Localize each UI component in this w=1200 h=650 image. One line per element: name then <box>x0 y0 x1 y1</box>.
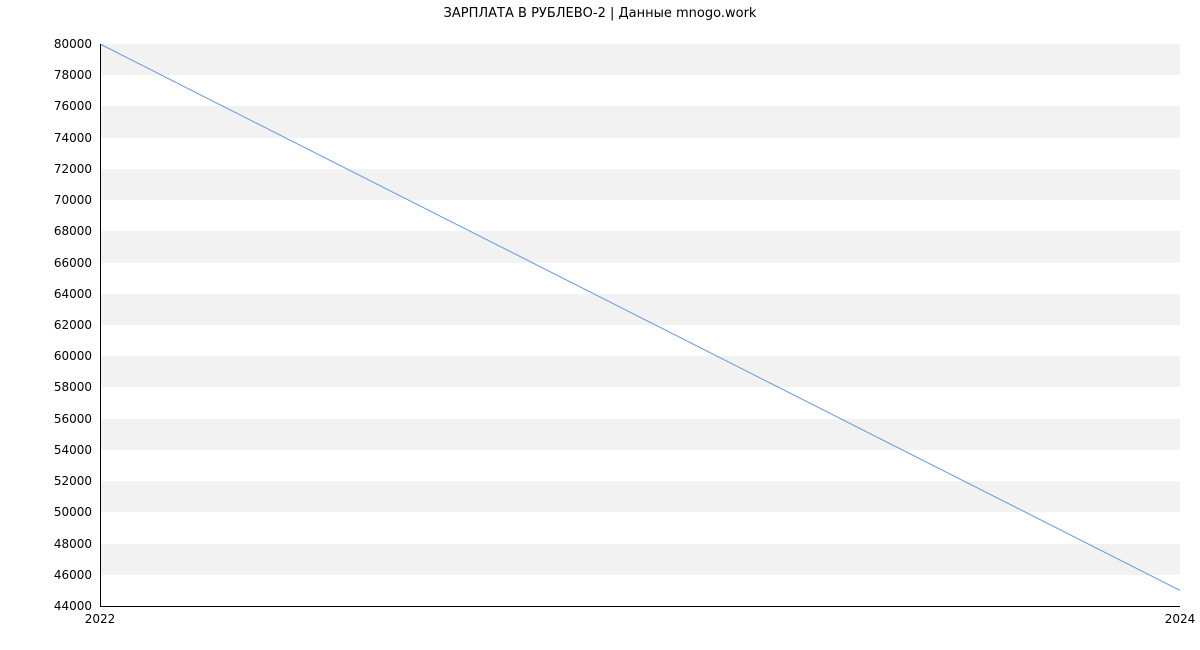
y-tick-label: 46000 <box>0 568 92 582</box>
y-tick-label: 58000 <box>0 380 92 394</box>
y-tick-label: 56000 <box>0 412 92 426</box>
y-tick-label: 50000 <box>0 505 92 519</box>
y-tick-label: 52000 <box>0 474 92 488</box>
y-tick-label: 54000 <box>0 443 92 457</box>
y-tick-label: 78000 <box>0 68 92 82</box>
y-tick-label: 62000 <box>0 318 92 332</box>
y-tick-label: 76000 <box>0 99 92 113</box>
y-tick-label: 68000 <box>0 224 92 238</box>
y-tick-label: 44000 <box>0 599 92 613</box>
x-axis <box>100 606 1180 607</box>
y-tick-label: 48000 <box>0 537 92 551</box>
y-tick-label: 70000 <box>0 193 92 207</box>
y-axis <box>100 44 101 606</box>
x-tick-label: 2024 <box>1165 612 1196 626</box>
y-tick-label: 66000 <box>0 256 92 270</box>
series-layer <box>100 44 1180 606</box>
y-tick-label: 72000 <box>0 162 92 176</box>
y-tick-label: 60000 <box>0 349 92 363</box>
salary-chart: ЗАРПЛАТА В РУБЛЕВО-2 | Данные mnogo.work… <box>0 0 1200 650</box>
chart-title: ЗАРПЛАТА В РУБЛЕВО-2 | Данные mnogo.work <box>0 6 1200 21</box>
y-tick-label: 80000 <box>0 37 92 51</box>
y-tick-label: 74000 <box>0 131 92 145</box>
plot-area <box>100 44 1180 606</box>
x-tick-label: 2022 <box>85 612 116 626</box>
y-tick-label: 64000 <box>0 287 92 301</box>
series-salary <box>100 44 1180 590</box>
